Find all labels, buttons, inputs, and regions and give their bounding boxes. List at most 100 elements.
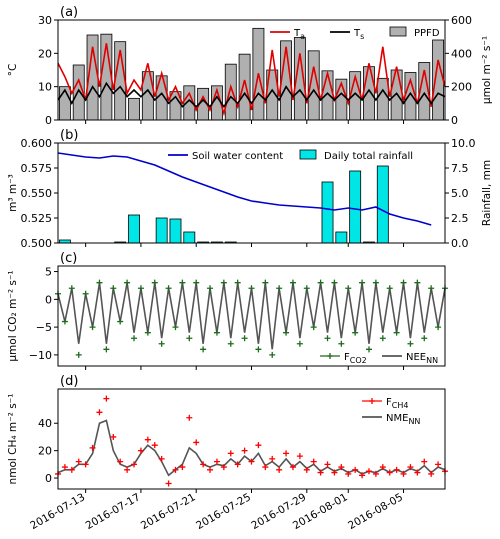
y2-tick-label: 600 — [451, 14, 472, 27]
x-tick-label: 2016-07-13 — [28, 491, 87, 532]
point-fch4 — [158, 455, 165, 462]
series-line-nmenn — [57, 419, 446, 477]
point-fco2 — [317, 279, 324, 286]
point-fco2 — [303, 285, 310, 292]
point-fch4 — [89, 444, 96, 451]
point-fch4 — [213, 458, 220, 465]
point-fco2 — [137, 285, 144, 292]
legend-label: PPFD — [414, 28, 440, 39]
y-tick-label: 0.500 — [21, 237, 53, 250]
point-fco2 — [255, 346, 262, 353]
point-fch4 — [414, 469, 421, 476]
point-fco2 — [179, 279, 186, 286]
point-fch4 — [220, 464, 227, 471]
point-fco2 — [414, 279, 421, 286]
y-tick-label: 10 — [38, 81, 52, 94]
point-fch4 — [324, 461, 331, 468]
point-fco2 — [117, 318, 124, 325]
point-fco2 — [324, 335, 331, 342]
point-fch4 — [303, 466, 310, 473]
legend-label: FCH4 — [386, 397, 408, 410]
point-fco2 — [82, 290, 89, 297]
y2-tick-label: 2.5 — [451, 212, 469, 225]
point-fco2 — [193, 279, 200, 286]
point-fch4 — [317, 469, 324, 476]
y-axis-label: μmol CO₂ m⁻² s⁻¹ — [7, 270, 19, 361]
bar-ppfd — [432, 39, 445, 121]
point-fco2 — [151, 279, 158, 286]
y-tick-label: 0.575 — [21, 162, 53, 175]
point-fco2 — [352, 329, 359, 336]
y2-tick-label: 0.0 — [451, 237, 469, 250]
point-fch4 — [428, 470, 435, 477]
point-fco2 — [241, 335, 248, 342]
point-fch4 — [283, 450, 290, 457]
legend-marker — [327, 353, 333, 359]
point-fch4 — [165, 480, 172, 487]
y2-axis-label: Rainfall, mm — [481, 160, 493, 226]
point-fch4 — [379, 464, 386, 471]
point-fch4 — [207, 466, 214, 473]
point-fch4 — [331, 469, 338, 476]
point-fch4 — [68, 466, 75, 473]
point-fco2 — [89, 324, 96, 331]
point-fch4 — [365, 468, 372, 475]
point-fch4 — [227, 450, 234, 457]
bar-daily-total-rainfall — [376, 165, 389, 244]
y2-tick-label: 400 — [451, 47, 472, 60]
point-fco2 — [372, 279, 379, 286]
point-fch4 — [117, 458, 124, 465]
panel-label: (c) — [60, 251, 77, 266]
point-fco2 — [428, 285, 435, 292]
point-fch4 — [96, 409, 103, 416]
point-fco2 — [213, 329, 220, 336]
point-fch4 — [110, 433, 117, 440]
point-fco2 — [75, 351, 82, 358]
y-tick-label: 5 — [45, 266, 52, 279]
y-tick-label: 0.600 — [21, 137, 53, 150]
point-fco2 — [262, 279, 269, 286]
legend-label: NEENN — [406, 352, 438, 365]
point-fco2 — [96, 279, 103, 286]
bar-ppfd — [321, 70, 334, 121]
point-fch4 — [296, 453, 303, 460]
point-fch4 — [276, 466, 283, 473]
y-tick-label: 40 — [38, 417, 52, 430]
legend: FCO2 NEENN — [320, 352, 438, 365]
point-fch4 — [338, 464, 345, 471]
point-fco2 — [331, 279, 338, 286]
y-tick-label: 0 — [45, 114, 52, 127]
point-fco2 — [248, 285, 255, 292]
legend-label: Ts — [353, 28, 364, 41]
panel-label: (b) — [60, 128, 78, 143]
y-tick-label: 0.550 — [21, 187, 53, 200]
point-fco2 — [345, 285, 352, 292]
panel-0: 0 10 20 30 0 200 400 600 (a) °C μmol m⁻² s⁻¹ Ta Ts PP… — [7, 5, 493, 127]
point-fch4 — [262, 464, 269, 471]
point-fch4 — [289, 464, 296, 471]
point-fch4 — [345, 470, 352, 477]
point-fco2 — [110, 285, 117, 292]
point-fco2 — [386, 285, 393, 292]
point-fch4 — [407, 464, 414, 471]
point-fco2 — [227, 340, 234, 347]
y-tick-label: −10 — [29, 349, 52, 362]
y2-tick-label: 10.0 — [451, 137, 476, 150]
point-fco2 — [144, 329, 151, 336]
point-fco2 — [124, 279, 131, 286]
bar-ppfd — [224, 63, 237, 121]
legend: FCH4 NMENN — [362, 397, 420, 426]
y-tick-label: 0 — [45, 293, 52, 306]
legend-label: Ta — [293, 28, 305, 41]
series-line-ta — [57, 43, 446, 117]
y-tick-label: 20 — [38, 445, 52, 458]
point-fch4 — [393, 466, 400, 473]
legend-label: FCO2 — [344, 352, 367, 365]
x-tick-label: 2016-07-21 — [139, 491, 198, 532]
point-fch4 — [200, 461, 207, 468]
point-fch4 — [435, 461, 442, 468]
point-fch4 — [103, 395, 110, 402]
point-fch4 — [241, 447, 248, 454]
point-fch4 — [193, 439, 200, 446]
